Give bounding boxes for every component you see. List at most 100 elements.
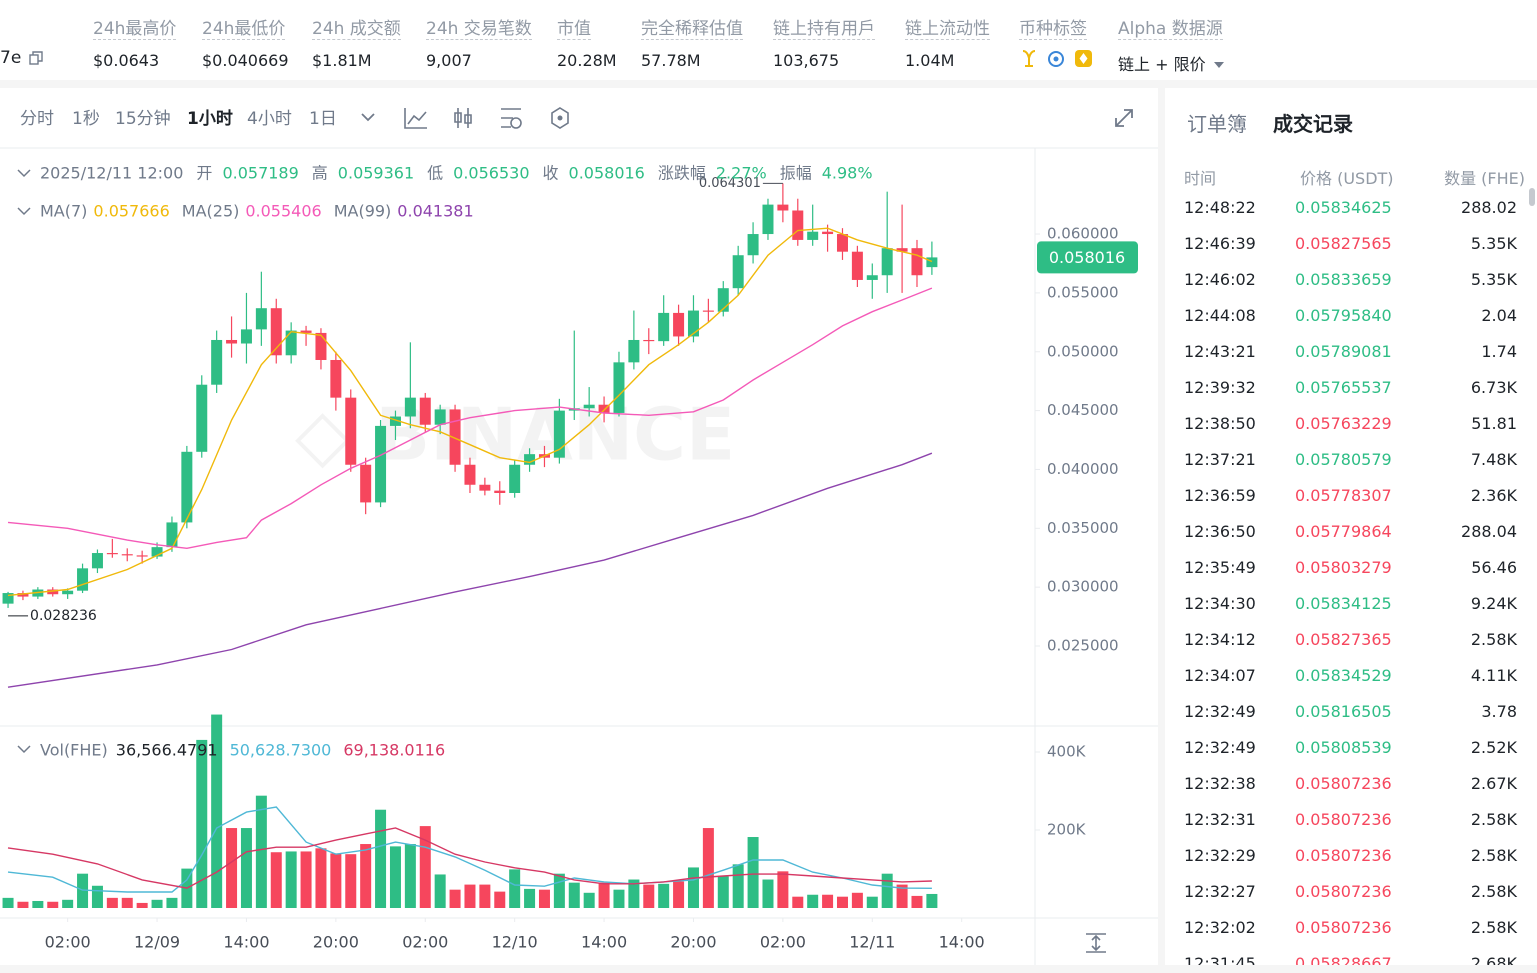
trade-qty: 2.58K <box>1470 630 1517 649</box>
trade-time: 12:38:50 <box>1184 414 1256 433</box>
volume-bar <box>434 874 446 908</box>
interval-tab[interactable]: 4小时 <box>247 109 292 129</box>
volume-bar <box>464 884 476 908</box>
volume-bar <box>270 852 282 908</box>
y-tick-label: 0.045000 <box>1047 401 1119 419</box>
candle-body <box>598 404 610 413</box>
fullscreen-icon[interactable] <box>1115 109 1133 127</box>
volume-bar <box>315 848 327 908</box>
trade-row: 12:31:45 0.05828667 2.68K <box>1165 946 1537 965</box>
candle-body <box>509 464 521 493</box>
trade-price: 0.05827565 <box>1295 234 1392 253</box>
interval-tab[interactable]: 15分钟 <box>115 109 171 129</box>
candle-body <box>136 555 148 557</box>
more-intervals[interactable] <box>361 113 375 122</box>
info-value: 4.98% <box>822 164 873 183</box>
trade-row: 12:34:30 0.05834125 9.24K <box>1165 586 1537 622</box>
volume-bar <box>91 885 103 908</box>
info-value: 0.059361 <box>338 164 414 183</box>
trade-price: 0.05763229 <box>1295 414 1392 433</box>
candle-body <box>62 590 74 595</box>
indicator-icon[interactable] <box>404 108 427 129</box>
legend-name: MA(25) <box>182 202 240 221</box>
candle-body <box>792 210 804 240</box>
vol-legend-value: 69,138.0116 <box>343 741 445 760</box>
volume-bar <box>702 828 714 908</box>
stat-value[interactable]: 链上 + 限价 <box>1118 51 1226 75</box>
dropdown[interactable] <box>1212 60 1226 70</box>
volume-bar <box>896 884 908 908</box>
chart-type-icon[interactable] <box>454 108 472 128</box>
token-address[interactable]: 7e <box>0 48 22 68</box>
column-header: 价格 (USDT) <box>1300 169 1394 188</box>
panel-tab[interactable]: 订单簿 <box>1187 112 1247 136</box>
trade-row: 12:32:27 0.05807236 2.58K <box>1165 874 1537 910</box>
depth-icon[interactable] <box>551 107 569 129</box>
trade-price: 0.05827365 <box>1295 630 1392 649</box>
stat: 完全稀释估值 57.78M <box>641 14 743 70</box>
trade-time: 12:46:02 <box>1184 270 1256 289</box>
ma-line <box>7 227 933 597</box>
volume-bar <box>628 879 640 908</box>
info-value: 0.056530 <box>453 164 529 183</box>
volume-bar <box>419 826 431 908</box>
trade-time: 12:32:02 <box>1184 918 1256 937</box>
interval-tab[interactable]: 1日 <box>309 109 337 129</box>
volume-ma-line <box>7 806 932 893</box>
info-value: 0.058016 <box>569 164 645 183</box>
chart-panel: ◇ BINANCE 分时 1秒 15分钟 1小时 4小时 1日0.0600000.0550… <box>0 88 1158 965</box>
panel-tab[interactable]: 成交记录 <box>1273 112 1353 136</box>
stat: 链上持有用戶 103,675 <box>773 14 875 70</box>
trade-qty: 7.48K <box>1470 450 1517 469</box>
candle-body <box>613 362 625 413</box>
trade-price: 0.05834529 <box>1295 666 1392 685</box>
settings-icon[interactable] <box>501 108 521 128</box>
top-bar: 7e 24h最高价 $0.0643 24h最低价 $0.040669 24h 成交额 $1… <box>0 0 1537 80</box>
interval-tab[interactable]: 1小时 <box>187 109 233 129</box>
trade-row: 12:32:38 0.05807236 2.67K <box>1165 766 1537 802</box>
trade-qty: 1.74 <box>1481 342 1517 361</box>
trade-price: 0.05780579 <box>1295 450 1392 469</box>
trade-time: 12:39:32 <box>1184 378 1256 397</box>
candle-body <box>196 384 208 452</box>
candle-body <box>524 454 536 465</box>
candle-body <box>345 397 357 465</box>
candle-body <box>226 339 238 344</box>
interval-tab[interactable]: 分时 <box>20 109 54 129</box>
volume-bar <box>62 899 74 908</box>
candle-body <box>106 553 118 555</box>
trade-time: 12:36:50 <box>1184 522 1256 541</box>
volume-bar <box>106 897 118 908</box>
stat-label: 链上持有用戶 <box>773 19 875 40</box>
trade-time: 12:35:49 <box>1184 558 1256 577</box>
collapse-icon[interactable] <box>17 169 31 754</box>
candle-body <box>166 522 178 548</box>
vol-legend-name: Vol(FHE) <box>40 741 108 760</box>
stat: 币种标签 <box>1019 14 1099 69</box>
candle-body <box>360 464 372 503</box>
candle-body <box>2 593 14 604</box>
trade-time: 12:34:07 <box>1184 666 1256 685</box>
volume-bar <box>77 873 89 908</box>
candle-body <box>911 248 923 276</box>
candle-body <box>628 339 640 363</box>
volume-bar <box>613 889 625 908</box>
candle-body <box>17 593 29 597</box>
copy-icon[interactable] <box>28 50 44 66</box>
trade-row: 12:32:31 0.05807236 2.58K <box>1165 802 1537 838</box>
stat-label: 市值 <box>557 19 591 40</box>
candle-body <box>300 330 312 333</box>
candle-body <box>315 332 327 360</box>
settings-icon[interactable] <box>510 117 522 129</box>
last-price-label: 0.058016 <box>1049 248 1125 267</box>
trade-row: 12:32:02 0.05807236 2.58K <box>1165 910 1537 946</box>
stat-value: 9,007 <box>426 51 472 70</box>
candle-time: 2025/12/11 12:00 <box>40 164 183 183</box>
volume-bar <box>17 901 29 908</box>
stat: 24h 交易笔数 9,007 <box>426 14 532 70</box>
scrollbar[interactable] <box>1529 188 1535 206</box>
candle-body <box>449 409 461 465</box>
scale-icon[interactable] <box>1086 933 1106 953</box>
volume-bar <box>658 883 670 908</box>
interval-tab[interactable]: 1秒 <box>72 109 100 129</box>
